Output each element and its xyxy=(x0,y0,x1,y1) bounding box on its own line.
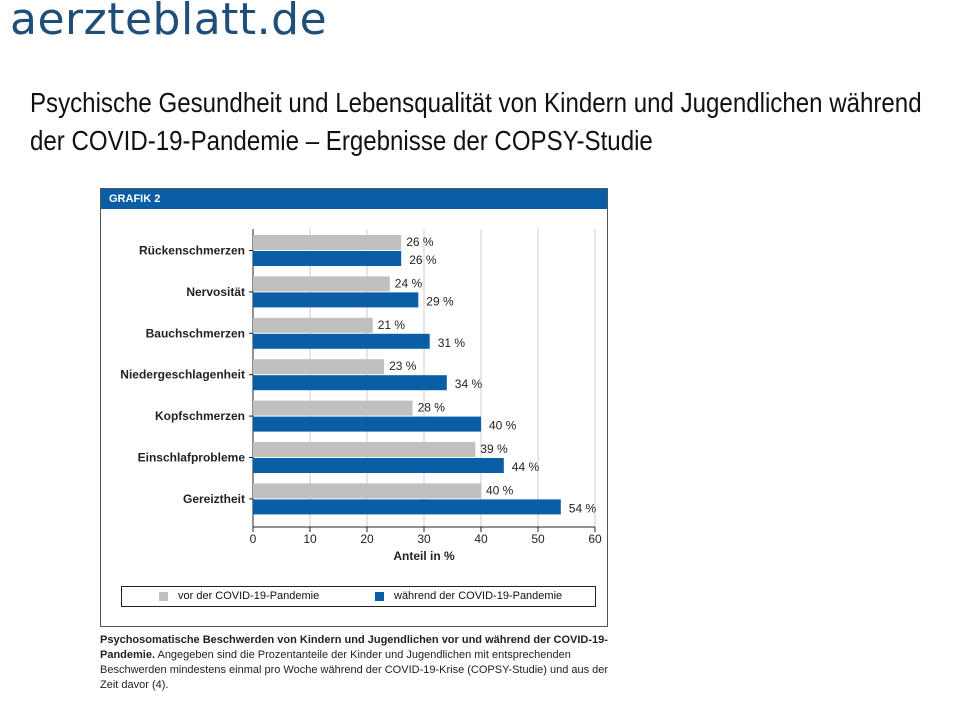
data-label-during: 54 % xyxy=(569,501,597,515)
bar-during xyxy=(253,458,504,473)
legend-label-during: während der COVID-19-Pandemie xyxy=(394,590,563,602)
data-label-before: 21 % xyxy=(378,318,406,332)
category-label: Niedergeschlagenheit xyxy=(120,368,245,382)
data-label-during: 29 % xyxy=(426,294,454,308)
data-label-before: 28 % xyxy=(418,401,446,415)
figure-caption: Psychosomatische Beschwerden von Kindern… xyxy=(100,633,620,693)
data-label-before: 26 % xyxy=(406,235,434,249)
article-title-line-1: Psychische Gesundheit und Lebensqualität… xyxy=(30,87,922,118)
bar-during xyxy=(253,499,561,515)
bar-during xyxy=(253,416,481,432)
data-label-during: 40 % xyxy=(489,419,517,433)
x-tick-label: 40 xyxy=(474,532,488,546)
bar-chart: 0 10 20 30 40 50 60 Anteil in % Rückenschmerzen 2… xyxy=(120,229,602,563)
bar-before xyxy=(253,483,481,499)
caption-text: Angegeben sind die Prozentanteile der Ki… xyxy=(100,649,609,691)
bar-before xyxy=(253,400,413,416)
data-label-before: 23 % xyxy=(389,359,417,373)
article-title: Psychische Gesundheit und Lebensqualität… xyxy=(30,84,922,160)
x-tick-label: 10 xyxy=(303,532,317,546)
category-label: Rückenschmerzen xyxy=(139,244,245,258)
data-label-before: 24 % xyxy=(395,276,423,290)
figure-box: 0 10 20 30 40 50 60 Anteil in % Rückenschmerzen 2… xyxy=(100,188,608,627)
caption-bold: Psychosomatische Beschwerden von Kindern… xyxy=(100,634,608,661)
legend-swatch-before xyxy=(159,591,168,601)
figure-label: GRAFIK 2 xyxy=(101,189,607,209)
data-label-before: 39 % xyxy=(480,442,508,456)
bar-before xyxy=(253,442,476,457)
site-logo[interactable]: aerzteblatt.de xyxy=(10,0,328,45)
legend-item-before: vor der COVID-19-Pandemie xyxy=(159,590,319,602)
bar-before xyxy=(253,359,385,375)
x-tick-label: 30 xyxy=(417,532,431,546)
x-tick-label: 0 xyxy=(250,532,257,546)
bar-during xyxy=(253,375,447,391)
data-label-during: 34 % xyxy=(455,377,483,391)
category-label: Gereiztheit xyxy=(183,492,245,506)
category-label: Einschlafprobleme xyxy=(138,451,246,465)
category-label: Kopfschmerzen xyxy=(155,409,245,423)
data-label-during: 31 % xyxy=(438,336,466,350)
data-label-during: 26 % xyxy=(409,253,437,267)
chart-legend: vor der COVID-19-Pandemie während der CO… xyxy=(121,586,596,607)
bar-before xyxy=(253,235,402,250)
x-tick-label: 50 xyxy=(531,532,545,546)
legend-label-before: vor der COVID-19-Pandemie xyxy=(178,590,320,602)
legend-item-during: während der COVID-19-Pandemie xyxy=(375,590,562,602)
bar-before xyxy=(253,276,390,292)
data-label-during: 44 % xyxy=(512,460,540,474)
bar-during xyxy=(253,292,419,308)
bar-before xyxy=(253,317,373,333)
category-label: Bauchschmerzen xyxy=(146,326,245,340)
category-label: Nervosität xyxy=(186,285,245,299)
legend-swatch-during xyxy=(375,591,384,601)
x-tick-label: 20 xyxy=(360,532,374,546)
data-label-before: 40 % xyxy=(486,483,514,497)
x-axis-title: Anteil in % xyxy=(393,549,455,563)
article-title-line-2: der COVID-19-Pandemie – Ergebnisse der C… xyxy=(30,125,653,156)
bar-during xyxy=(253,333,430,349)
x-tick-label: 60 xyxy=(588,532,602,546)
bar-during xyxy=(253,251,402,266)
